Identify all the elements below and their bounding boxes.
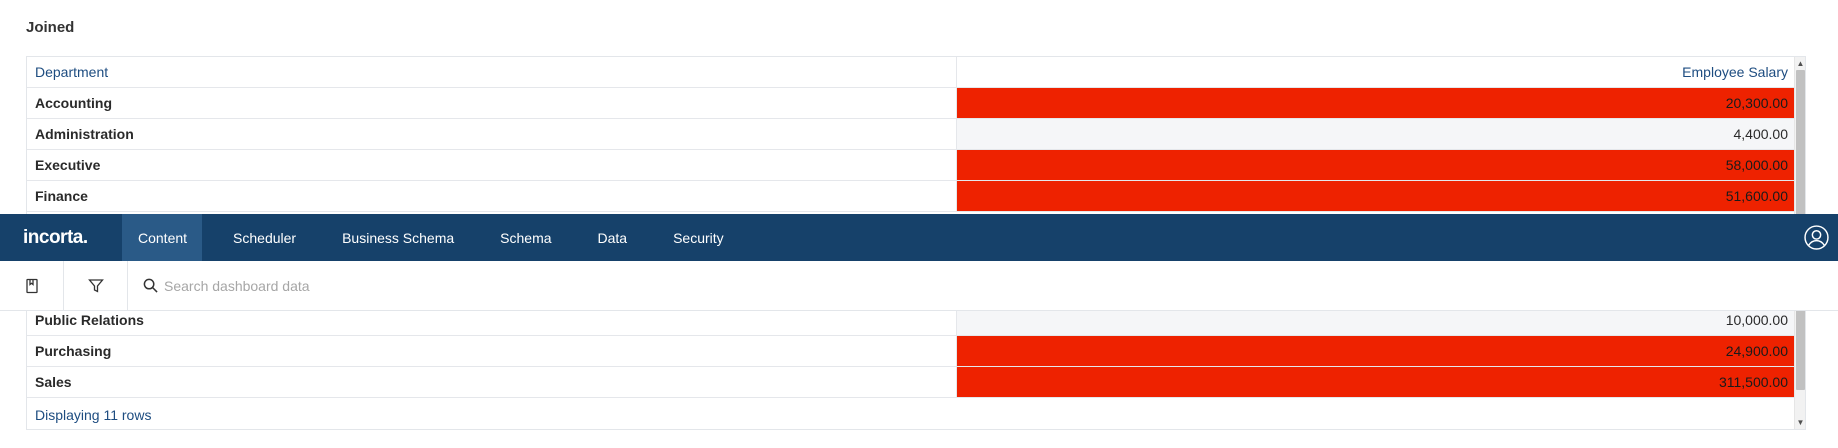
salary-cell: 24,900.00 bbox=[957, 336, 1796, 366]
department-cell: Accounting bbox=[27, 88, 957, 118]
salary-cell: 311,500.00 bbox=[957, 367, 1796, 397]
nav-tab-data[interactable]: Data bbox=[597, 229, 628, 246]
salary-cell: 4,400.00 bbox=[957, 119, 1796, 149]
department-cell: Finance bbox=[27, 181, 957, 211]
department-cell: Administration bbox=[27, 119, 957, 149]
department-cell: Sales bbox=[27, 367, 957, 397]
incorta-logo[interactable]: incorta. bbox=[23, 226, 88, 248]
salary-cell: 58,000.00 bbox=[957, 150, 1796, 180]
search-input[interactable] bbox=[164, 277, 764, 294]
row-count-footer: Displaying 11 rows bbox=[35, 406, 152, 423]
column-header-employee-salary[interactable]: Employee Salary bbox=[1682, 64, 1788, 80]
table-row: Administration 4,400.00 bbox=[27, 119, 1796, 150]
table-row: Sales 311,500.00 bbox=[27, 367, 1796, 398]
top-navbar: incorta. Content Scheduler Business Sche… bbox=[0, 214, 1838, 261]
department-cell: Purchasing bbox=[27, 336, 957, 366]
bookmark-button[interactable] bbox=[0, 261, 64, 310]
department-cell: Executive bbox=[27, 150, 957, 180]
table-lower: Public Relations 10,000.00 Purchasing 24… bbox=[27, 305, 1796, 398]
table-row: Purchasing 24,900.00 bbox=[27, 336, 1796, 367]
table-upper: Department Employee Salary Accounting 20… bbox=[27, 57, 1796, 212]
nav-tab-content[interactable]: Content bbox=[122, 214, 203, 261]
salary-cell: 20,300.00 bbox=[957, 88, 1796, 118]
report-title: Joined bbox=[26, 19, 75, 36]
bookmark-icon bbox=[25, 278, 38, 293]
department-cell: Public Relations bbox=[27, 305, 957, 335]
salary-cell: 51,600.00 bbox=[957, 181, 1796, 211]
filter-icon bbox=[87, 278, 104, 293]
search-box bbox=[128, 261, 1838, 310]
search-icon bbox=[143, 278, 158, 293]
table-row: Finance 51,600.00 bbox=[27, 181, 1796, 212]
nav-tab-security[interactable]: Security bbox=[673, 229, 724, 246]
filter-button[interactable] bbox=[64, 261, 128, 310]
user-circle-icon[interactable] bbox=[1804, 225, 1829, 250]
scroll-up-arrow-icon[interactable]: ▲ bbox=[1796, 59, 1805, 68]
nav-tab-schema[interactable]: Schema bbox=[500, 229, 552, 246]
dashboard-toolbar bbox=[0, 261, 1838, 311]
column-header-department[interactable]: Department bbox=[27, 57, 957, 87]
nav-tab-scheduler[interactable]: Scheduler bbox=[233, 229, 297, 246]
table-header-row: Department Employee Salary bbox=[27, 57, 1796, 88]
nav-tab-business-schema[interactable]: Business Schema bbox=[342, 229, 455, 246]
table-row: Accounting 20,300.00 bbox=[27, 88, 1796, 119]
table-row: Executive 58,000.00 bbox=[27, 150, 1796, 181]
scroll-down-arrow-icon[interactable]: ▼ bbox=[1796, 418, 1805, 427]
